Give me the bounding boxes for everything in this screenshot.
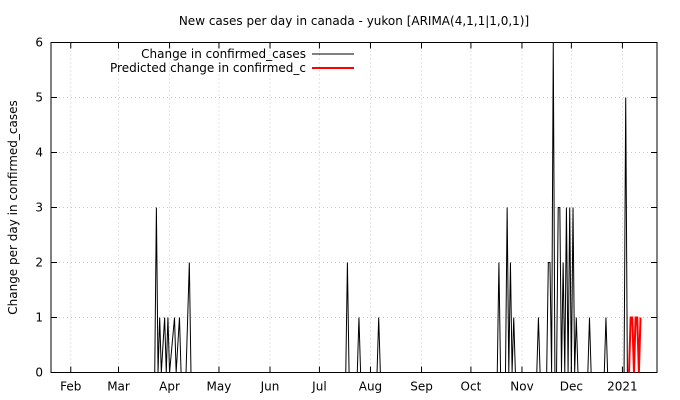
legend: Change in confirmed_cases Predicted chan… <box>110 47 354 75</box>
x-tick-label: Jun <box>260 380 280 394</box>
y-tick-label: 0 <box>35 366 43 380</box>
y-axis-label: Change per day in confirmed_cases <box>6 100 20 315</box>
chart-title: New cases per day in canada - yukon [ARI… <box>179 14 529 28</box>
x-tick-label: Sep <box>410 380 433 394</box>
x-tick-label: Aug <box>359 380 382 394</box>
x-tick-label: Nov <box>510 380 533 394</box>
y-tick-label: 3 <box>35 201 43 215</box>
x-tick-label: Jul <box>311 380 326 394</box>
y-tick-label: 1 <box>35 311 43 325</box>
x-tick-label: Dec <box>560 380 583 394</box>
x-tick-label: 2021 <box>607 380 638 394</box>
grid-lines <box>51 42 657 373</box>
x-tick-label: Oct <box>461 380 482 394</box>
series-line-1 <box>628 316 642 373</box>
axis-ticks: 0 1 2 3 4 5 6 Feb Mar Apr May Jun Jul Aug Sep Oct Nov Dec… <box>35 36 657 394</box>
y-tick-label: 6 <box>35 36 43 50</box>
x-tick-label: Mar <box>107 380 130 394</box>
x-tick-label: Feb <box>60 380 81 394</box>
legend-label-0: Change in confirmed_cases <box>141 47 306 61</box>
y-tick-label: 2 <box>35 256 43 270</box>
legend-label-1: Predicted change in confirmed_c <box>110 61 306 75</box>
y-tick-label: 4 <box>35 146 43 160</box>
series-layer <box>55 42 642 373</box>
x-tick-label: Apr <box>159 380 180 394</box>
x-tick-label: May <box>207 380 232 394</box>
series-line-0 <box>55 42 628 373</box>
y-tick-label: 5 <box>35 91 43 105</box>
